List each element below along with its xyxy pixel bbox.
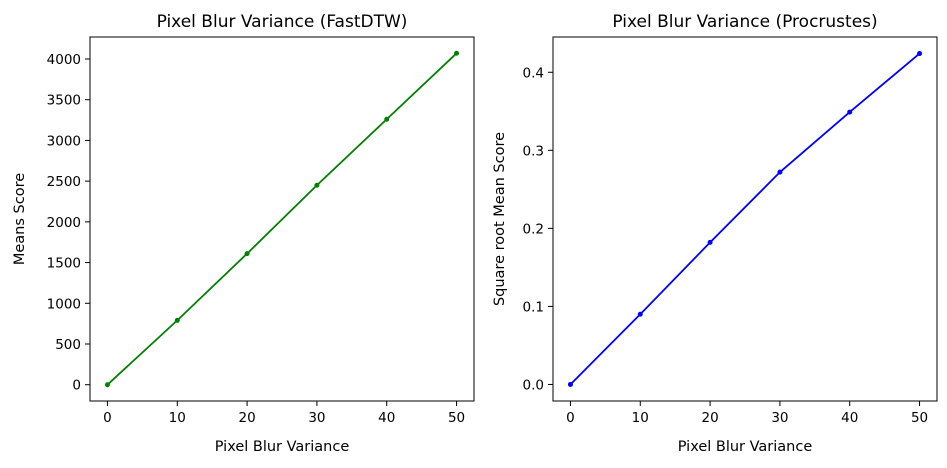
data-point (917, 51, 923, 57)
data-point (637, 311, 643, 317)
y-tick-label: 0.3 (523, 143, 544, 159)
data-point (567, 381, 573, 387)
x-tick-label: 10 (169, 410, 186, 426)
y-tick-label: 0.0 (523, 377, 544, 393)
chart-title: Pixel Blur Variance (FastDTW) (157, 12, 408, 32)
plot-frame (89, 36, 475, 402)
data-point (454, 50, 460, 56)
y-tick-label: 0.1 (523, 299, 544, 315)
x-tick-label: 20 (701, 410, 718, 426)
y-axis-label: Means Score (12, 173, 28, 265)
y-tick-label: 1500 (47, 256, 81, 272)
x-tick-label: 50 (448, 410, 465, 426)
x-tick-label: 40 (378, 410, 395, 426)
y-tick-label: 0.2 (523, 221, 544, 237)
data-point (707, 239, 713, 245)
x-tick-label: 0 (103, 410, 112, 426)
data-point (384, 116, 390, 122)
x-tick-label: 10 (632, 410, 649, 426)
y-tick-label: 3000 (47, 133, 81, 149)
y-tick-label: 500 (55, 337, 81, 353)
y-tick-label: 2000 (47, 215, 81, 231)
series-line (569, 52, 921, 386)
x-axis-label: Pixel Blur Variance (678, 439, 813, 455)
y-tick-label: 0.4 (523, 65, 544, 81)
y-tick-label: 1000 (47, 296, 81, 312)
x-tick-label: 30 (308, 410, 325, 426)
data-point (777, 169, 783, 175)
x-tick-label: 30 (771, 410, 788, 426)
data-point (314, 182, 320, 188)
x-tick-label: 20 (238, 410, 255, 426)
y-tick-label: 2500 (47, 174, 81, 190)
series-line (106, 52, 458, 386)
x-axis-label: Pixel Blur Variance (215, 439, 350, 455)
x-tick-label: 0 (566, 410, 575, 426)
y-tick-label: 4000 (47, 52, 81, 68)
x-tick-label: 40 (841, 410, 858, 426)
chart-panel-1: 0 10 20 30 40 5005001000150020002500300035004… (12, 12, 475, 455)
data-point (104, 382, 110, 388)
x-tick-label: 50 (911, 410, 928, 426)
plot-frame (552, 36, 938, 402)
data-point (244, 251, 250, 257)
y-tick-label: 3500 (47, 93, 81, 109)
y-axis-label: Square root Mean Score (492, 132, 508, 306)
chart-title: Pixel Blur Variance (Procrustes) (612, 12, 877, 32)
y-tick-label: 0 (72, 378, 81, 394)
data-point (847, 109, 853, 115)
chart-panel-2: 0 10 20 30 40 50 0.0 0.1 0.2 0.3 0.4 Pixel Blur Var… (492, 12, 938, 455)
data-point (174, 317, 180, 323)
